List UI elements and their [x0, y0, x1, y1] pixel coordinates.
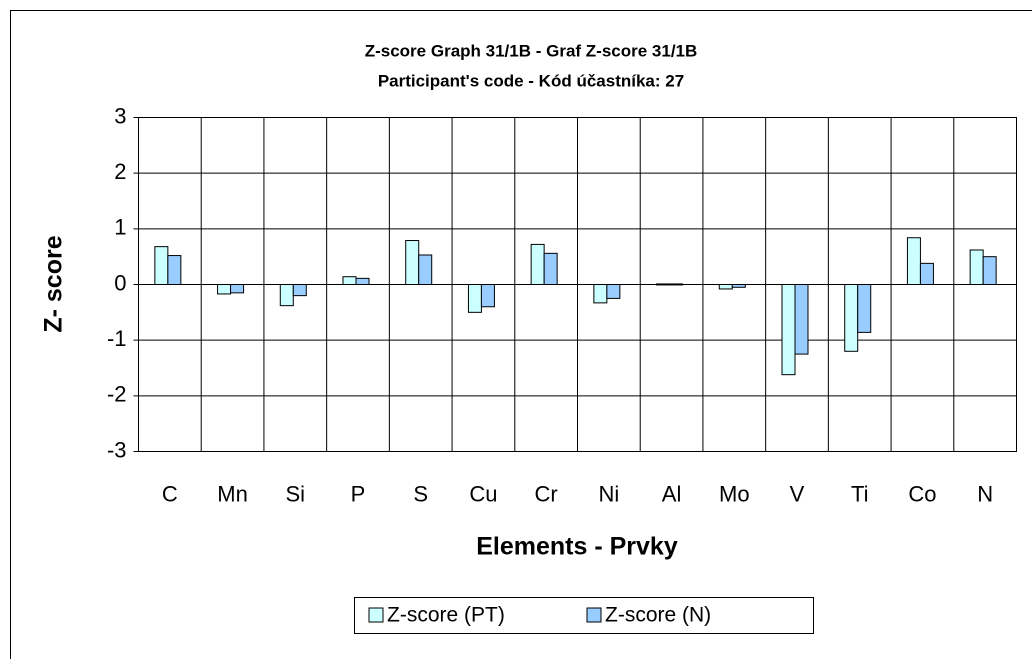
bar: [217, 284, 232, 295]
bar: [906, 237, 921, 286]
x-tick-label: Al: [662, 481, 682, 506]
x-tick-label: Mo: [719, 481, 750, 506]
bar: [154, 246, 169, 285]
bar: [669, 283, 684, 286]
legend-swatch: [586, 607, 602, 623]
y-tick-label: -3: [107, 437, 127, 462]
bar: [230, 284, 245, 294]
bar: [794, 284, 809, 355]
bar: [857, 284, 872, 333]
x-tick-label: S: [413, 481, 428, 506]
bar: [781, 284, 796, 376]
bar: [718, 284, 733, 290]
x-tick-label: Si: [286, 481, 306, 506]
y-tick-label: 2: [114, 159, 126, 184]
bar: [606, 284, 621, 299]
bar: [405, 240, 420, 285]
bar: [342, 276, 357, 285]
x-tick-label: Cr: [535, 481, 558, 506]
bar: [279, 284, 294, 307]
bar: [969, 249, 984, 285]
bar: [656, 283, 671, 286]
x-tick-label: Ni: [598, 481, 619, 506]
bar: [543, 252, 558, 285]
bar: [480, 284, 495, 308]
bar: [467, 284, 482, 313]
x-tick-label: Ti: [851, 481, 869, 506]
bar: [355, 277, 370, 286]
bar: [530, 243, 545, 285]
chart-subtitle: Participant's code - Kód účastníka: 27: [378, 71, 684, 90]
x-tick-label: V: [790, 481, 805, 506]
bar: [844, 284, 859, 352]
x-axis-label: Elements - Prvky: [476, 533, 678, 561]
bar: [167, 255, 182, 285]
legend-box: [354, 597, 814, 634]
legend-swatch: [368, 607, 384, 623]
x-tick-label: C: [162, 481, 178, 506]
x-tick-label: P: [351, 481, 366, 506]
legend-label: Z-score (PT): [387, 604, 505, 627]
x-tick-label: N: [977, 481, 993, 506]
y-tick-label: -1: [107, 326, 127, 351]
y-tick-label: -2: [107, 382, 127, 407]
bar: [919, 262, 934, 286]
legend-label: Z-score (N): [605, 604, 711, 627]
bar: [418, 254, 433, 286]
y-tick-label: 3: [114, 103, 126, 128]
y-tick-label: 0: [114, 270, 126, 295]
bar: [982, 256, 997, 285]
bar: [292, 284, 307, 297]
y-axis-label: Z- score: [40, 235, 68, 332]
bar: [731, 284, 746, 288]
x-tick-label: Mn: [217, 481, 248, 506]
x-tick-label: Co: [908, 481, 936, 506]
bar: [593, 284, 608, 304]
chart-title: Z-score Graph 31/1B - Graf Z-score 31/1B: [365, 41, 698, 60]
x-tick-label: Cu: [469, 481, 497, 506]
y-tick-label: 1: [114, 215, 126, 240]
